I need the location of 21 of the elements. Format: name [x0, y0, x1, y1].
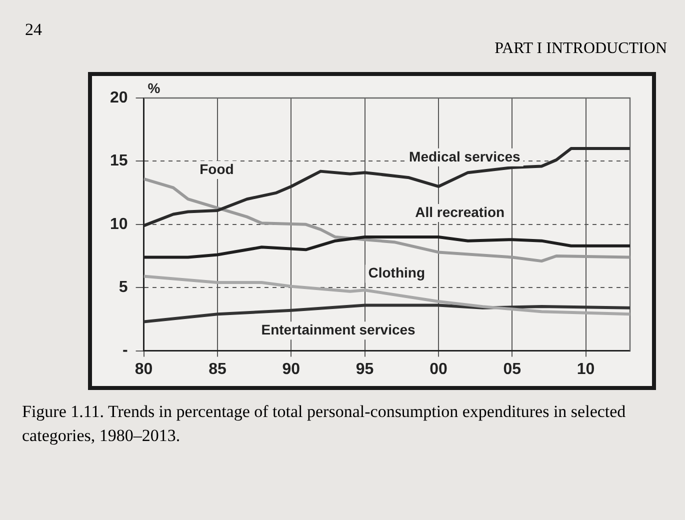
x-tick-label: 80: [134, 360, 153, 378]
x-tick-label: 95: [356, 360, 374, 378]
x-tick-label: 00: [430, 360, 448, 378]
text: PART I INTRODUCTION: [494, 40, 667, 58]
text: Figure 1.11. Trends in percentage of total personal-consumption expenditures in selected categories, 1980–2013.: [22, 401, 627, 447]
y-tick-label: -: [122, 342, 128, 360]
series-label: All recreation: [415, 204, 505, 220]
y-tick-label: 20: [110, 89, 128, 106]
y-tick-label: 5: [118, 279, 128, 296]
x-tick-label: 10: [576, 360, 595, 378]
x-tick-label: 05: [503, 360, 522, 378]
y-tick-label: 15: [110, 152, 128, 170]
series-label: Clothing: [368, 264, 426, 281]
text: 24: [25, 20, 42, 40]
series-label: Food: [200, 160, 234, 177]
series-label: Medical services: [409, 148, 521, 164]
x-tick-label: 85: [208, 360, 226, 378]
y-tick-label: 10: [110, 216, 128, 233]
x-tick-label: 90: [282, 360, 300, 378]
y-axis-title: %: [148, 80, 161, 96]
series-label: Entertainment services: [261, 321, 416, 338]
